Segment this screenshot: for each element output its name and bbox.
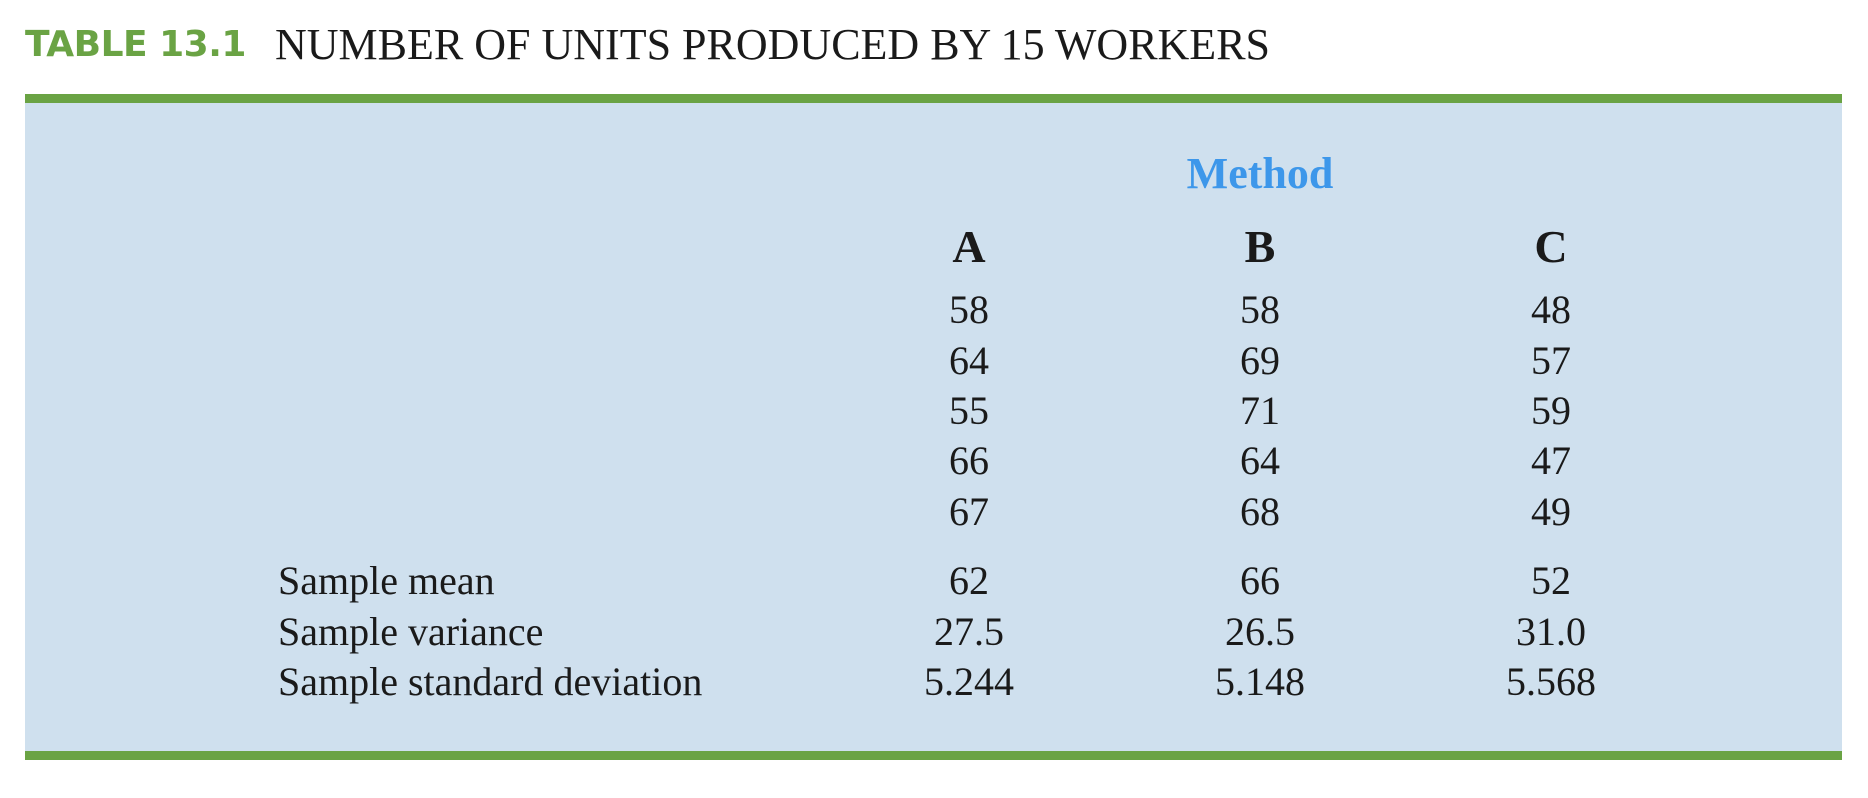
table-cell: 58 [1240,287,1280,332]
table-cell: 59 [1531,388,1571,433]
table-cell: 58 [949,287,989,332]
table-cell: 64 [949,338,989,383]
summary-row-label: Sample mean [278,558,495,603]
table-number-label: TABLE 13.1 [25,23,246,65]
summary-cell: 31.0 [1516,609,1586,654]
table-cell: 66 [949,438,989,483]
summary-cell: 62 [949,558,989,603]
table-caption: TABLE 13.1 NUMBER OF UNITS PRODUCED BY 1… [25,14,1270,74]
table-title: NUMBER OF UNITS PRODUCED BY 15 WORKERS [275,19,1271,69]
summary-cell: 5.148 [1215,659,1305,704]
column-group-header: Method [1186,149,1334,198]
table-cell: 47 [1531,438,1571,483]
summary-row-label: Sample standard deviation [278,659,703,704]
table-cell: 69 [1240,338,1280,383]
summary-cell: 52 [1531,558,1571,603]
table-cell: 67 [949,489,989,534]
column-header-b: B [1244,221,1276,272]
column-header-c: C [1534,221,1568,272]
column-header-a: A [952,221,986,272]
summary-cell: 5.568 [1506,659,1596,704]
summary-cell: 26.5 [1225,609,1295,654]
summary-cell: 66 [1240,558,1280,603]
table-cell: 55 [949,388,989,433]
table-cell: 57 [1531,338,1571,383]
summary-cell: 27.5 [934,609,1004,654]
table-cell: 49 [1531,489,1571,534]
summary-row-label: Sample variance [278,609,544,654]
table-cell: 48 [1531,287,1571,332]
table-cell: 68 [1240,489,1280,534]
table-panel [25,94,1842,760]
table-cell: 71 [1240,388,1280,433]
table-cell: 64 [1240,438,1280,483]
summary-cell: 5.244 [924,659,1014,704]
